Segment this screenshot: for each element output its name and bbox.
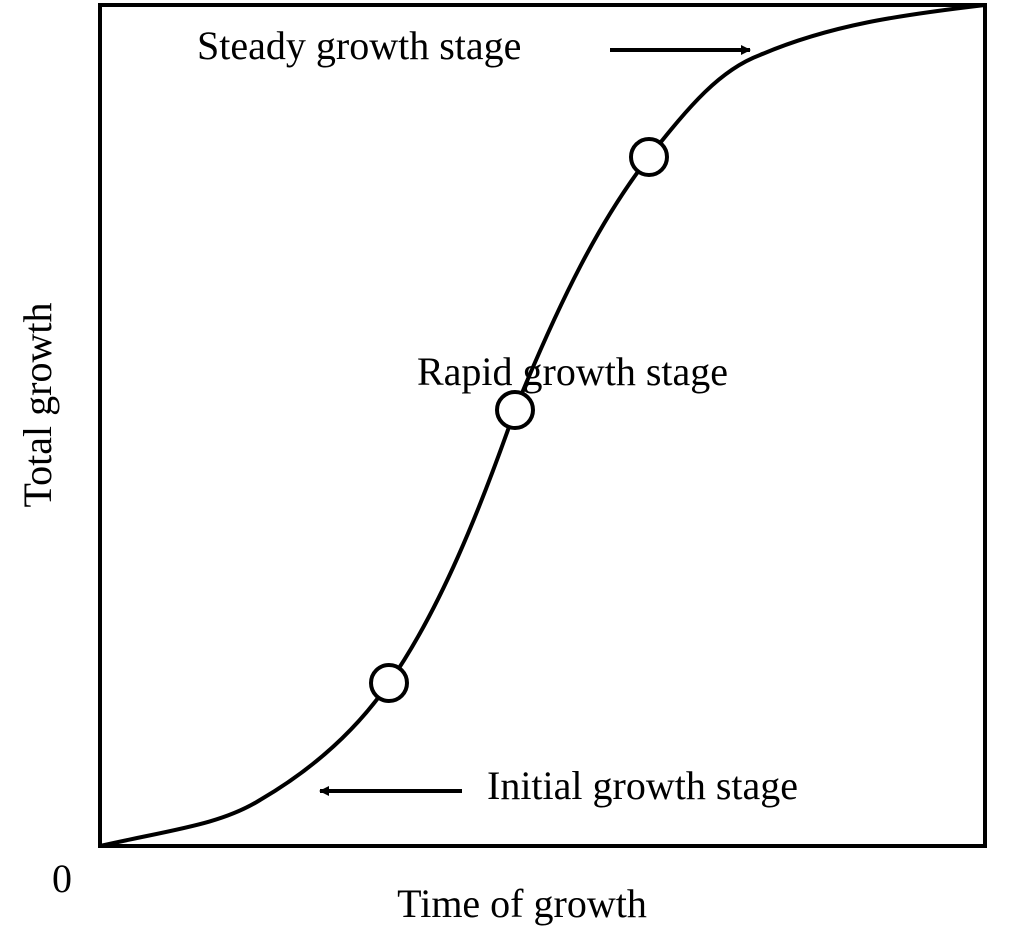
y-axis-label: Total growth: [15, 303, 60, 508]
annotation: Steady growth stage: [197, 23, 521, 68]
stage-point: [629, 137, 669, 177]
stage-point: [369, 663, 409, 703]
plot-frame: [98, 3, 987, 848]
origin-label: 0: [52, 856, 72, 901]
stage-point: [495, 390, 535, 430]
x-axis-label: Time of growth: [397, 881, 647, 926]
annotation: Initial growth stage: [487, 763, 798, 808]
growth-curve: [99, 3, 986, 848]
annotation: Rapid growth stage: [417, 349, 728, 394]
